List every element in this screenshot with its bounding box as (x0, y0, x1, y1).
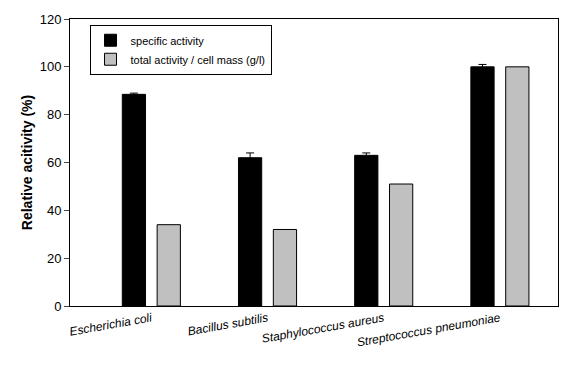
svg-text:80: 80 (47, 107, 61, 122)
svg-text:Relative acitivity (%): Relative acitivity (%) (19, 95, 35, 230)
svg-text:specific activity: specific activity (131, 35, 205, 47)
svg-text:Streptococcus pneumoniae: Streptococcus pneumoniae (356, 310, 502, 349)
svg-text:60: 60 (47, 155, 61, 170)
svg-text:Staphylococcus aureus: Staphylococcus aureus (261, 310, 386, 345)
svg-text:Bacillus subtilis: Bacillus subtilis (187, 310, 270, 338)
svg-text:Escherichia coli: Escherichia coli (68, 310, 153, 338)
svg-text:20: 20 (47, 251, 61, 266)
svg-text:40: 40 (47, 203, 61, 218)
svg-text:100: 100 (40, 59, 62, 74)
svg-text:total activity / cell mass (g/: total activity / cell mass (g/l) (131, 54, 265, 66)
svg-text:120: 120 (40, 12, 62, 27)
svg-text:0: 0 (54, 299, 61, 314)
